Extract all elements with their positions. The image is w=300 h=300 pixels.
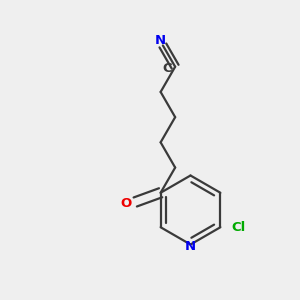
Text: O: O (120, 197, 132, 210)
Text: N: N (185, 239, 196, 253)
Text: Cl: Cl (232, 221, 246, 234)
Text: N: N (154, 34, 166, 47)
Text: C: C (163, 62, 172, 75)
